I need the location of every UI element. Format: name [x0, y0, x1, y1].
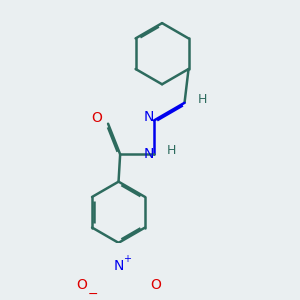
- Text: N: N: [143, 110, 154, 124]
- Text: H: H: [167, 144, 176, 157]
- Text: −: −: [88, 288, 98, 300]
- Text: N: N: [143, 147, 154, 161]
- Text: O: O: [92, 111, 102, 125]
- Text: N: N: [113, 259, 124, 273]
- Text: +: +: [123, 254, 130, 264]
- Text: O: O: [76, 278, 87, 292]
- Text: H: H: [198, 93, 207, 106]
- Text: O: O: [150, 278, 161, 292]
